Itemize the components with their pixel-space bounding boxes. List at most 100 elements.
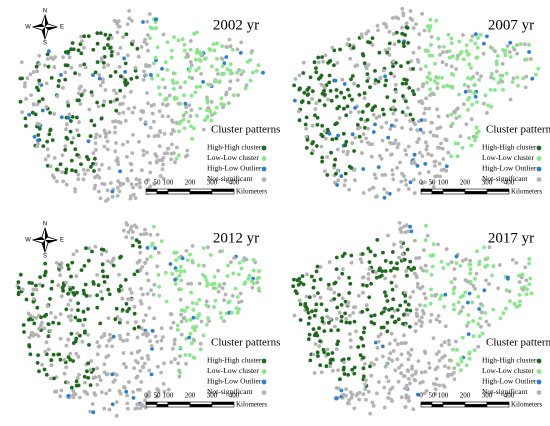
point <box>491 264 496 269</box>
scale-segment <box>464 191 488 195</box>
point <box>404 25 409 30</box>
point <box>143 120 148 124</box>
point <box>141 148 146 153</box>
point <box>45 304 50 308</box>
point <box>305 88 310 92</box>
point <box>400 31 405 36</box>
point <box>110 194 115 199</box>
point <box>419 370 424 375</box>
point <box>66 302 71 307</box>
point <box>503 48 508 53</box>
point <box>476 344 481 349</box>
point <box>83 172 87 176</box>
point <box>74 274 79 279</box>
point <box>222 319 226 323</box>
point <box>201 127 206 132</box>
point <box>237 68 242 72</box>
point <box>403 386 407 391</box>
scale-segment <box>145 401 158 405</box>
point <box>133 406 138 411</box>
point <box>450 86 455 90</box>
point <box>321 347 326 352</box>
point <box>335 183 339 187</box>
point <box>186 282 191 286</box>
point <box>57 264 61 269</box>
point <box>404 99 408 104</box>
point <box>346 300 351 305</box>
point <box>403 293 408 298</box>
scale-segment <box>189 191 213 195</box>
point <box>195 113 199 118</box>
point <box>338 377 342 382</box>
point <box>73 315 78 320</box>
point <box>77 372 81 377</box>
point <box>327 320 331 325</box>
point <box>213 298 218 303</box>
point <box>184 249 189 253</box>
point <box>93 135 98 140</box>
point <box>413 371 418 376</box>
point <box>416 392 420 397</box>
legend-swatch <box>536 177 542 182</box>
point <box>171 81 176 85</box>
point <box>379 311 384 316</box>
point <box>295 291 299 296</box>
point <box>177 273 182 278</box>
point <box>170 127 175 132</box>
point <box>58 162 63 167</box>
point <box>419 99 424 104</box>
point <box>70 115 75 119</box>
point <box>387 391 391 396</box>
point <box>85 392 90 396</box>
point <box>189 281 194 286</box>
point <box>482 101 486 106</box>
point <box>373 253 377 258</box>
point <box>145 354 150 358</box>
point <box>255 280 260 285</box>
point <box>98 321 103 326</box>
point <box>230 294 235 298</box>
point <box>310 123 315 128</box>
point <box>180 256 185 261</box>
point <box>76 48 81 53</box>
point <box>376 79 381 84</box>
point <box>355 391 360 396</box>
point <box>73 392 78 396</box>
point <box>36 133 41 137</box>
point <box>387 356 392 361</box>
point <box>180 37 185 42</box>
point <box>69 274 73 279</box>
point <box>131 243 135 248</box>
point <box>95 382 100 387</box>
point <box>353 64 358 69</box>
legend-title: Cluster patterns <box>211 124 280 136</box>
point <box>460 146 465 150</box>
point <box>415 140 420 145</box>
point <box>345 401 350 406</box>
point <box>257 269 261 273</box>
point <box>83 65 88 70</box>
point-layer <box>291 221 534 416</box>
point <box>437 161 442 166</box>
point <box>314 70 319 75</box>
point <box>225 274 230 278</box>
point <box>222 61 227 66</box>
scale-segment <box>420 191 433 195</box>
point <box>360 337 364 341</box>
point <box>399 363 404 367</box>
point <box>58 312 63 316</box>
point <box>142 69 146 74</box>
point <box>117 389 122 393</box>
point <box>79 34 83 39</box>
point <box>362 374 366 379</box>
point <box>412 92 416 97</box>
point <box>356 84 360 88</box>
point <box>231 93 236 98</box>
point <box>471 284 476 288</box>
point <box>394 30 399 35</box>
point <box>434 352 439 356</box>
point <box>384 375 389 379</box>
point <box>330 45 335 50</box>
point <box>190 136 195 141</box>
point <box>463 89 468 94</box>
